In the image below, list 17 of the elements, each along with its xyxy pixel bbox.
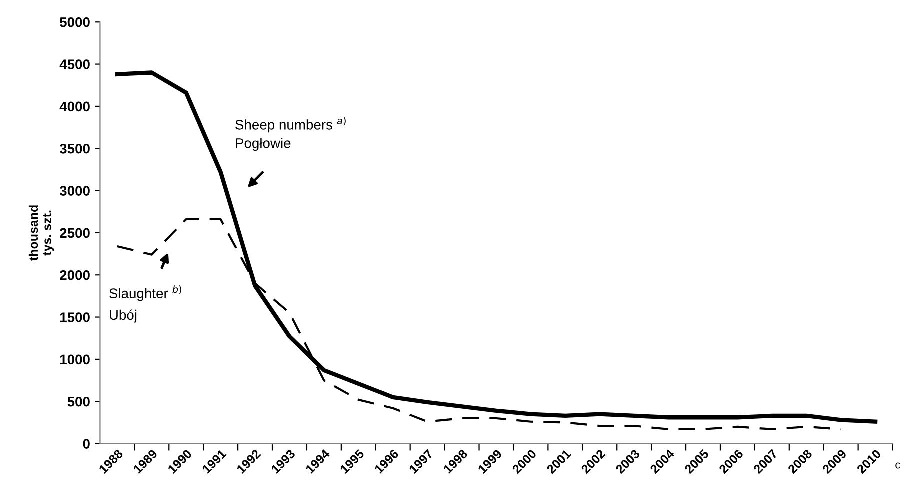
y-tick-label: 3000 bbox=[60, 186, 90, 196]
y-tick-label: 4000 bbox=[60, 102, 90, 112]
annotation: Sheep numbers $^{a)}$ bbox=[236, 117, 346, 133]
y-tick-label: 2500 bbox=[60, 228, 90, 238]
annotation: Pogłowie bbox=[236, 138, 291, 152]
y-tick-label: 4500 bbox=[60, 60, 90, 70]
y-tick-label: 1500 bbox=[60, 312, 90, 322]
annotation: Slaughter $^{b)}$ bbox=[110, 286, 182, 302]
y-tick-label: 2000 bbox=[60, 270, 90, 280]
y-tick-label: 0 bbox=[83, 439, 90, 449]
y-axis-title: thousand tys. szt. bbox=[28, 206, 54, 261]
annotation: Ubój bbox=[110, 310, 137, 323]
y-tick-label: 5000 bbox=[60, 17, 90, 28]
y-tick-label: 500 bbox=[68, 396, 90, 407]
y-tick-label: 3500 bbox=[60, 144, 90, 154]
text: c bbox=[896, 462, 900, 469]
y-tick-label: 1000 bbox=[60, 354, 90, 365]
